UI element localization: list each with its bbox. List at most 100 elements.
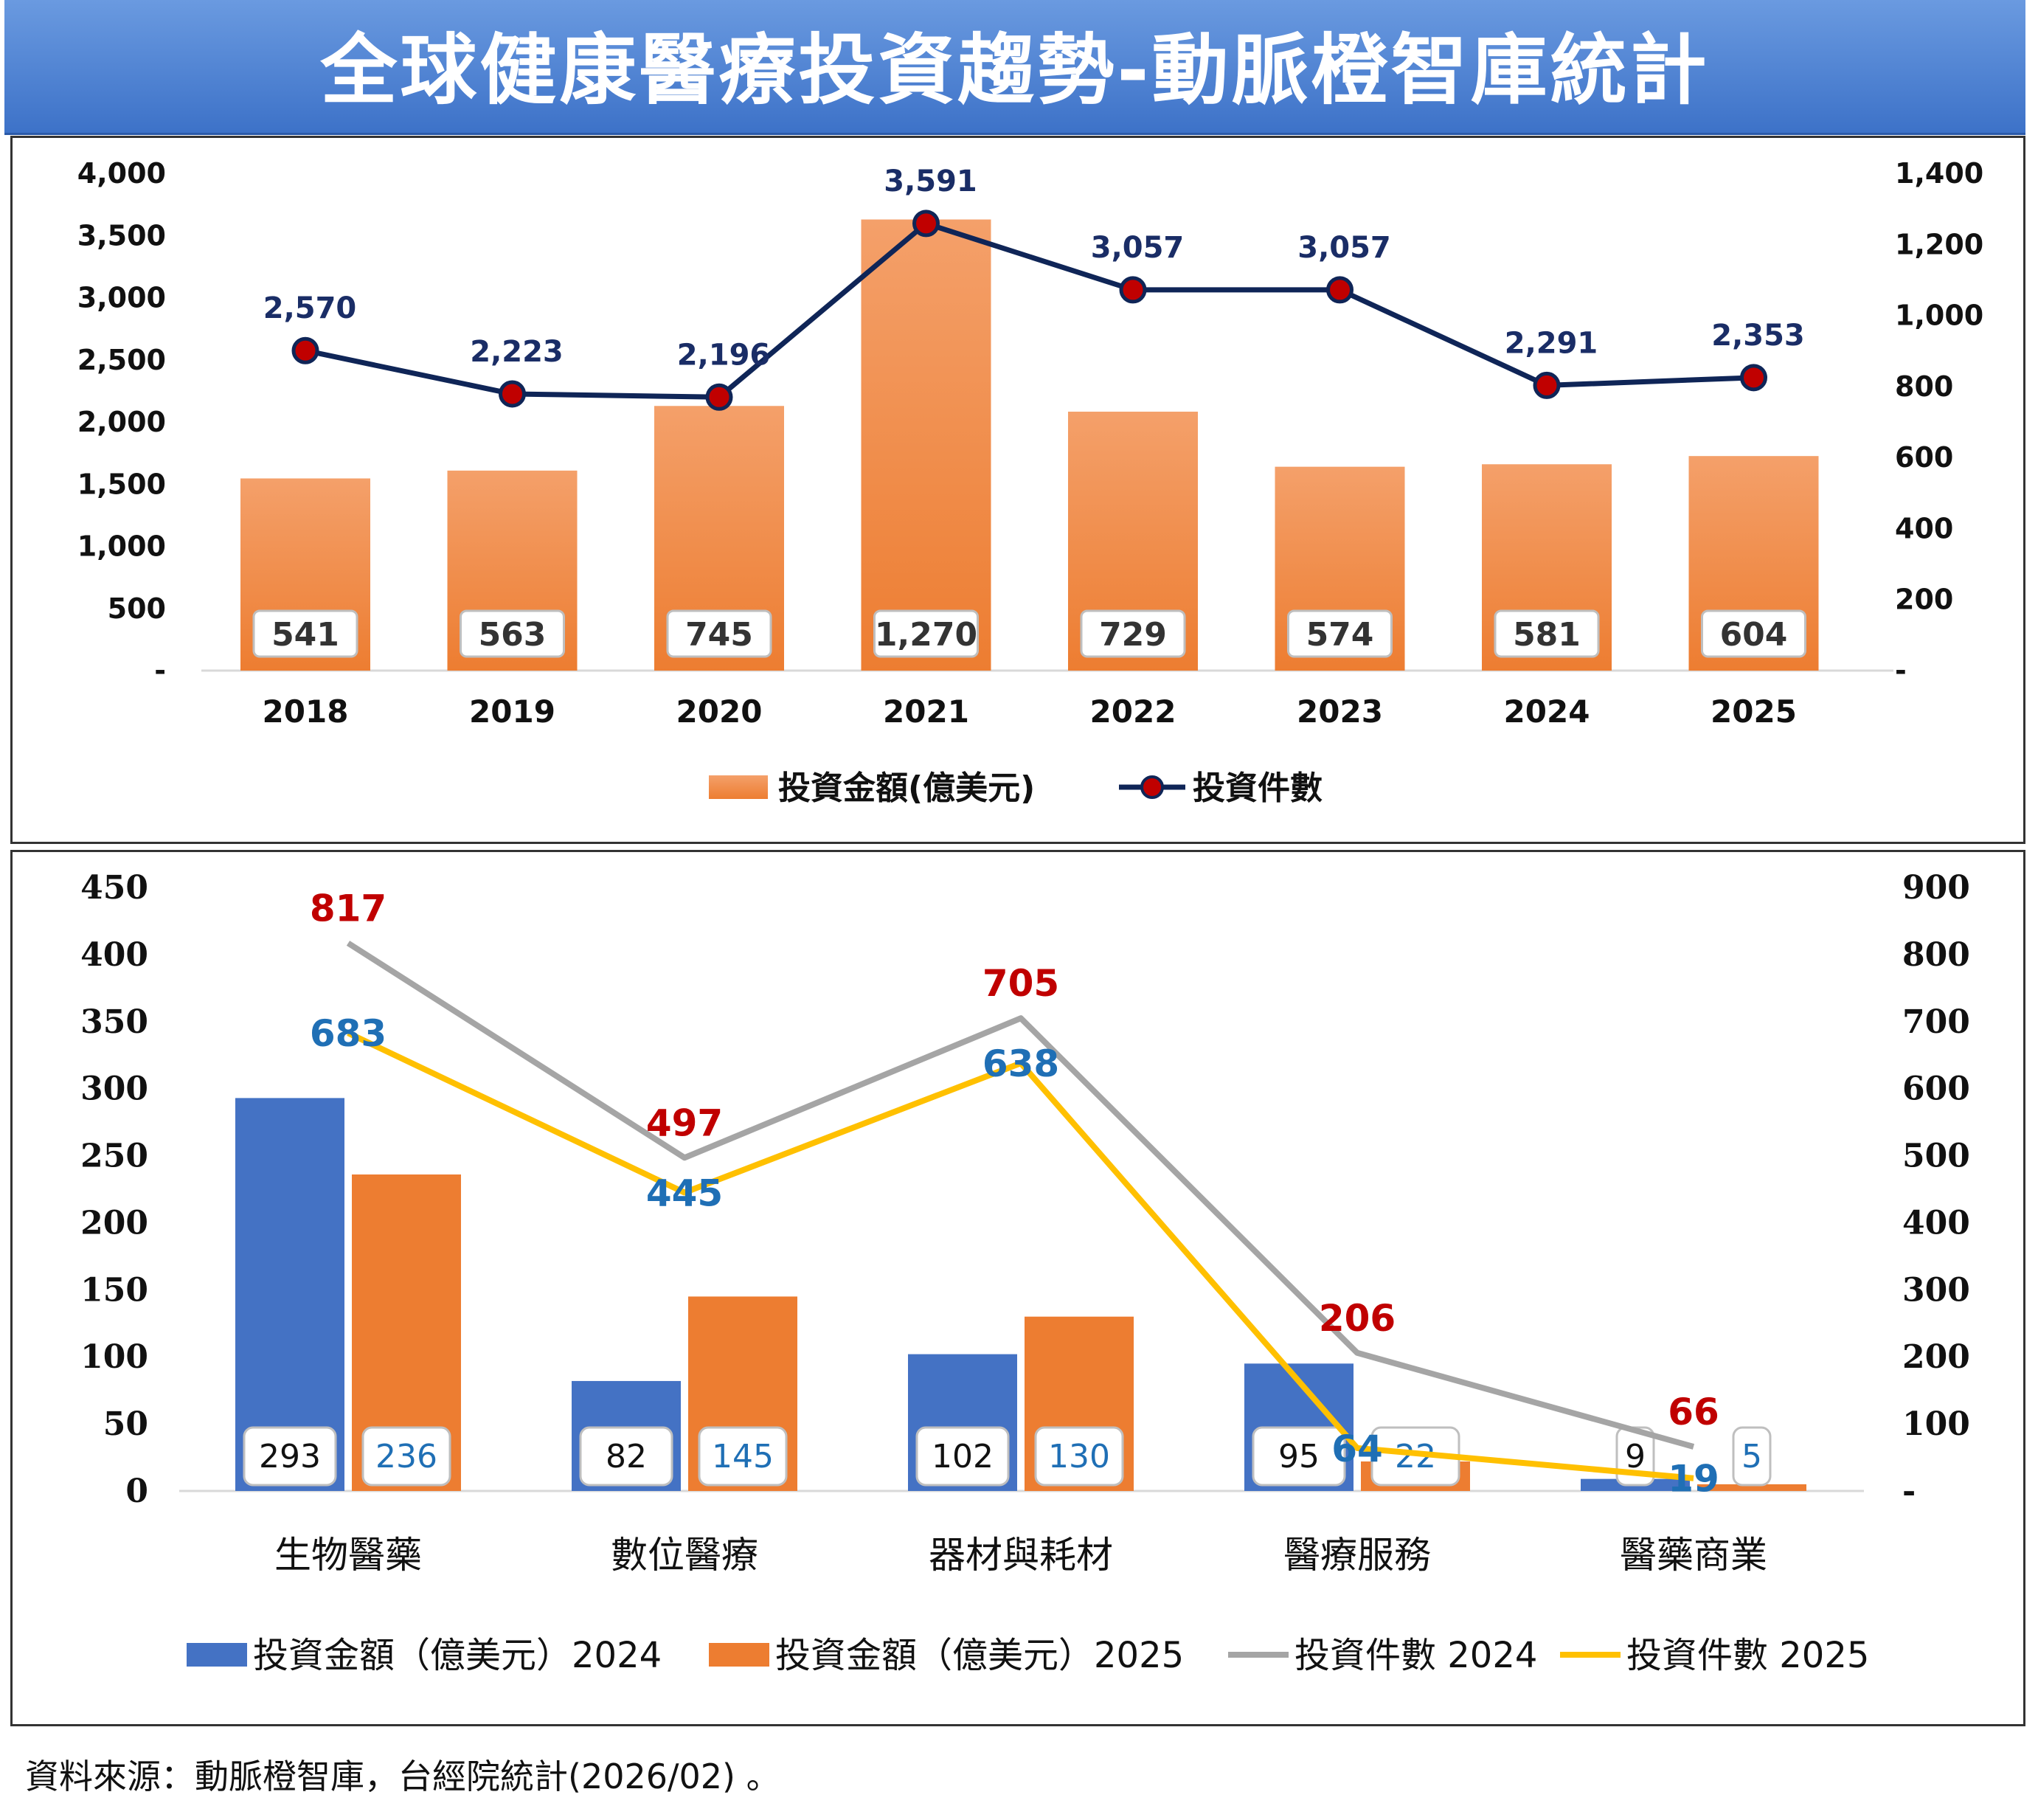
bar-2025-value-label: 130 — [1048, 1438, 1110, 1475]
line-point-label: 3,057 — [1091, 231, 1185, 265]
left-axis-tick-label: 2,000 — [77, 406, 166, 438]
bar-2025-value-label-box — [1732, 1426, 1772, 1487]
left-axis-tick-label: 150 — [80, 1271, 148, 1309]
left-axis-tick-label: 250 — [80, 1138, 148, 1175]
bar-value-label: 1,270 — [875, 616, 977, 654]
bar-2025-value-label: 145 — [712, 1438, 774, 1475]
bar-value-label: 604 — [1720, 616, 1788, 654]
line-point-label: 3,057 — [1297, 231, 1391, 265]
right-axis-tick-label: - — [1902, 1473, 1916, 1510]
right-axis-tick-label: 200 — [1895, 584, 1953, 616]
x-axis-category-label: 2021 — [883, 693, 969, 730]
legend-amount-2025-swatch — [709, 1643, 769, 1667]
bar-2025-value-label: 5 — [1741, 1438, 1762, 1475]
left-axis-tick-label: 500 — [108, 592, 166, 625]
left-axis-tick-label: - — [154, 654, 166, 687]
bar-value-label: 729 — [1099, 616, 1167, 654]
bar-2025-value-label: 236 — [375, 1438, 437, 1475]
line-point-marker — [1326, 276, 1354, 304]
bar-value-label-box — [666, 609, 772, 658]
title-banner: 全球健康醫療投資趨勢-動脈橙智庫統計 — [4, 0, 2025, 135]
line-point-marker — [912, 210, 940, 238]
bar-amount-2024 — [235, 1098, 344, 1491]
left-axis-tick-label: 400 — [80, 936, 148, 974]
right-axis-tick-label: 300 — [1902, 1271, 1970, 1309]
line-point-label: 2,570 — [263, 291, 357, 325]
left-axis-tick-label: 3,000 — [77, 282, 166, 314]
right-axis-tick-label: 800 — [1895, 370, 1953, 403]
line-2024-point-label: 705 — [982, 962, 1059, 1005]
bar-value-label-box — [1080, 609, 1186, 658]
right-axis-tick-label: 1,200 — [1895, 228, 1983, 260]
line-2024-point-label: 206 — [1319, 1297, 1396, 1340]
bar-amount — [861, 219, 991, 671]
line-point-marker — [705, 383, 733, 411]
right-axis-tick-label: - — [1895, 654, 1907, 687]
right-axis-tick-label: 1,400 — [1895, 157, 1983, 190]
left-axis-tick-label: 200 — [80, 1204, 148, 1242]
bar-2025-value-label-box — [698, 1426, 788, 1487]
line-point-label: 2,196 — [677, 338, 771, 372]
bar-2024-value-label-box — [915, 1426, 1010, 1487]
right-axis-tick-label: 400 — [1902, 1204, 1970, 1242]
x-axis-category-label: 2024 — [1504, 693, 1590, 730]
sector-investment-chart: 0 50 100 150 200 250 300 350 400 450 - 100 200 300 400… — [80, 869, 1970, 1676]
chart-panel-sector: 0 50 100 150 200 250 300 350 400 450 - 100 200 300 400… — [10, 850, 2025, 1726]
left-axis-tick-label: 2,500 — [77, 344, 166, 376]
right-axis-tick-label: 900 — [1902, 869, 1970, 907]
legend-amount-2024-swatch — [187, 1643, 247, 1667]
line-2025-point-label: 445 — [646, 1172, 723, 1215]
yearly-investment-chart: - 500 1,000 1,500 2,000 2,500 3,000 3,500 4,000 -… — [77, 157, 1983, 807]
line-2025-point-label: 64 — [1331, 1428, 1383, 1470]
x-axis-category-label: 2020 — [676, 693, 763, 730]
bar-value-label: 574 — [1306, 616, 1374, 654]
left-axis-tick-label: 1,500 — [77, 468, 166, 500]
bar-2025-value-label-box — [361, 1426, 451, 1487]
bar-value-label-box — [1494, 609, 1600, 658]
chart-panel-yearly: - 500 1,000 1,500 2,000 2,500 3,000 3,500 4,000 -… — [10, 136, 2025, 844]
series-line-deal-count-2025 — [347, 1030, 1694, 1481]
right-axis-tick-label: 700 — [1902, 1003, 1970, 1041]
line-point-marker — [1740, 364, 1767, 392]
x-axis-category-label: 器材與耗材 — [929, 1534, 1113, 1577]
line-point-marker — [1533, 371, 1561, 399]
bar-value-label-box — [252, 609, 358, 658]
line-point-label: 2,291 — [1505, 326, 1598, 360]
bar-2024-value-label: 9 — [1625, 1438, 1646, 1475]
left-axis-tick-label: 1,000 — [77, 530, 166, 563]
line-point-marker — [1119, 276, 1147, 304]
right-axis-tick-label: 600 — [1895, 441, 1953, 474]
x-axis-category-label: 2023 — [1297, 693, 1383, 730]
bar-amount-2025 — [1697, 1484, 1806, 1491]
right-axis-tick-label: 1,000 — [1895, 300, 1983, 332]
source-note: 資料來源：動脈橙智庫，台經院統計(2026/02) 。 — [25, 1757, 780, 1796]
bar-value-label: 563 — [479, 616, 547, 654]
legend-amount-2025-label: 投資金額（億美元）2025 — [775, 1635, 1184, 1676]
line-2024-point-label: 66 — [1668, 1391, 1719, 1433]
legend-label-amount: 投資金額(億美元) — [778, 769, 1035, 807]
legend-amount-2024-label: 投資金額（億美元）2024 — [253, 1635, 662, 1676]
line-point-marker — [499, 380, 526, 408]
left-axis-tick-label: 350 — [80, 1003, 148, 1041]
left-axis-tick-label: 4,000 — [77, 157, 166, 190]
x-axis-category-label: 2018 — [263, 693, 349, 730]
right-axis-tick-label: 400 — [1895, 512, 1953, 544]
bar-value-label-box — [1701, 609, 1806, 658]
bar-value-label-box — [1287, 609, 1393, 658]
bar-2024-value-label: 293 — [259, 1438, 321, 1475]
line-2025-point-label: 683 — [310, 1012, 387, 1055]
left-axis-tick-label: 3,500 — [77, 219, 166, 252]
bar-2024-value-label: 95 — [1278, 1438, 1320, 1475]
line-point-marker — [291, 336, 319, 364]
bar-2024-value-label-box — [243, 1426, 337, 1487]
bar-2024-value-label-box — [1252, 1426, 1346, 1487]
right-axis-tick-label: 200 — [1902, 1338, 1970, 1376]
line-2025-point-label: 19 — [1668, 1458, 1719, 1501]
x-axis-category-label: 2019 — [469, 693, 555, 730]
bar-value-label: 541 — [271, 616, 339, 654]
left-axis-tick-label: 450 — [80, 869, 148, 907]
line-2024-point-label: 817 — [310, 887, 387, 930]
bar-value-label: 581 — [1513, 616, 1581, 654]
left-axis-tick-label: 0 — [125, 1473, 148, 1510]
chart-title: 全球健康醫療投資趨勢-動脈橙智庫統計 — [320, 25, 1710, 115]
